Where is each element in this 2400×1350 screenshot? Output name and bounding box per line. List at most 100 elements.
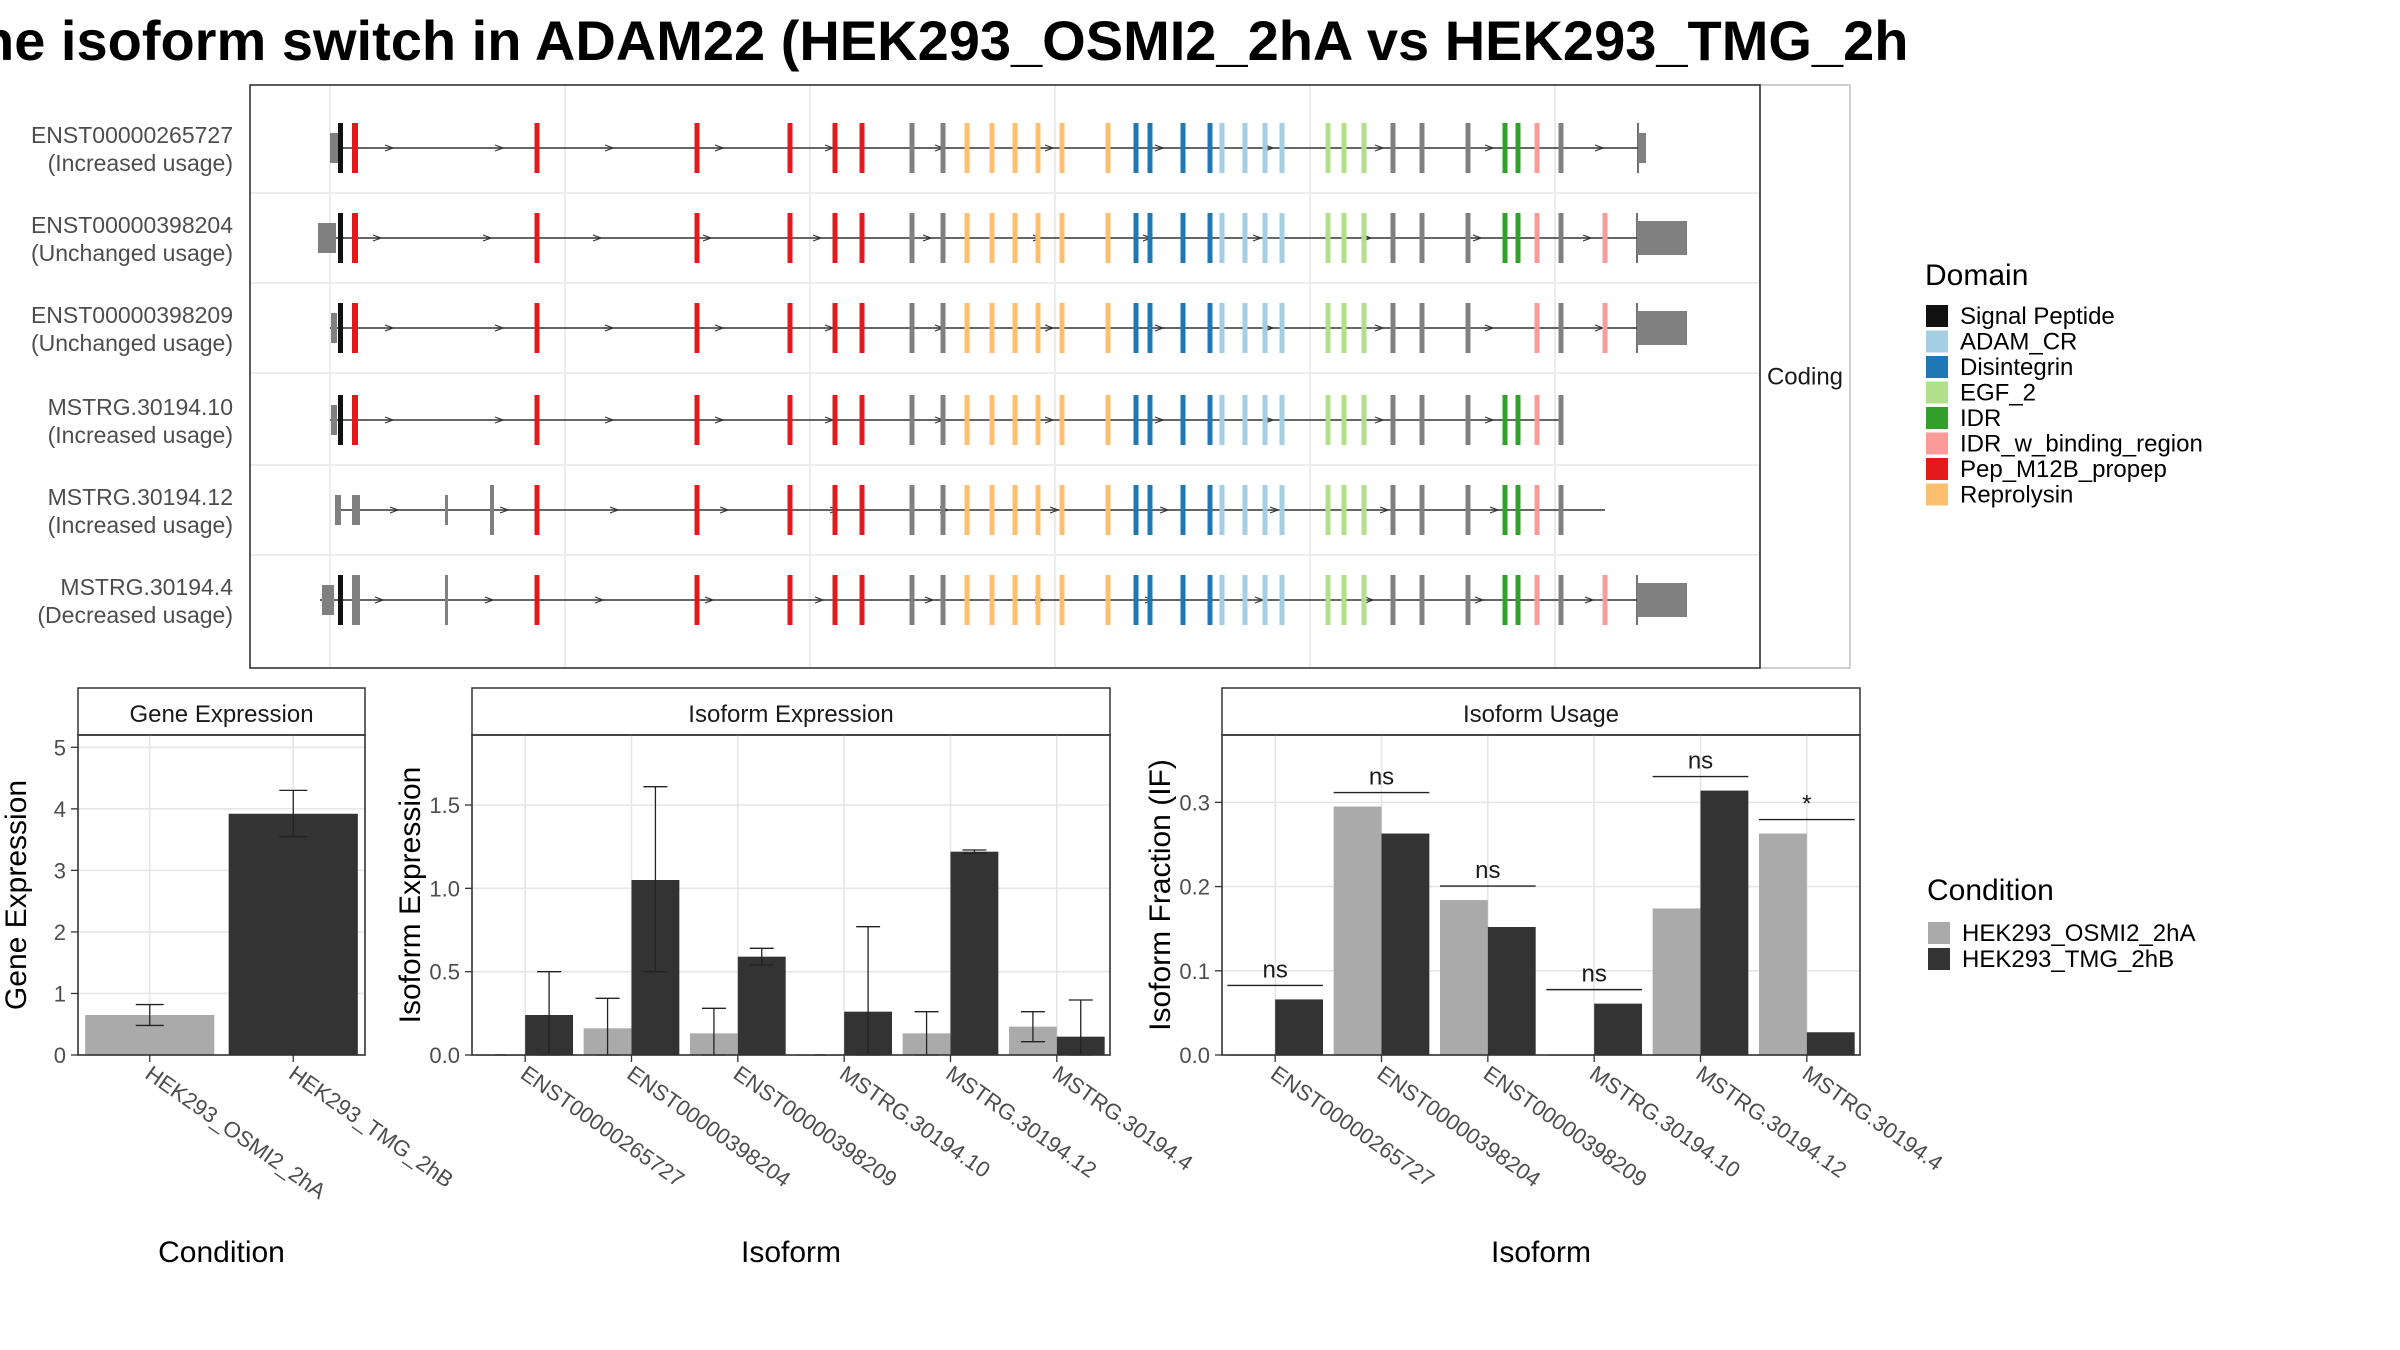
- direction-arrow: [384, 324, 395, 332]
- exon: [352, 495, 360, 525]
- direction-arrow: [1582, 234, 1593, 242]
- exon: [1515, 213, 1521, 263]
- bar: [1333, 806, 1382, 1055]
- exon: [352, 395, 358, 445]
- y-tick-label: 1.0: [429, 876, 460, 901]
- exon: [1207, 485, 1213, 535]
- exon: [1180, 395, 1186, 445]
- panel-border: [1221, 734, 1861, 1056]
- domain-legend-label: Reprolysin: [1960, 482, 2073, 509]
- exon: [1147, 303, 1153, 353]
- domain-legend-swatch: [1926, 330, 1948, 353]
- exon: [1502, 485, 1508, 535]
- exon: [832, 123, 838, 173]
- isoform-track: [320, 575, 1687, 625]
- exon: [1558, 213, 1564, 263]
- direction-arrow: [1484, 144, 1495, 152]
- exon: [1325, 395, 1331, 445]
- exon: [1602, 575, 1608, 625]
- exon: [335, 495, 341, 525]
- direction-arrow: [604, 144, 615, 152]
- exon: [1637, 221, 1687, 255]
- exon: [445, 575, 448, 625]
- exon: [1207, 123, 1213, 173]
- exon: [1059, 395, 1065, 445]
- legends: Domain Signal PeptideADAM_CRDisintegrinEG…: [1925, 259, 2203, 973]
- exon: [1147, 575, 1153, 625]
- domain-legend-label: IDR: [1960, 405, 2001, 432]
- exon: [1390, 575, 1396, 625]
- exon: [490, 485, 494, 535]
- exon: [1133, 213, 1139, 263]
- exon: [1279, 213, 1285, 263]
- exon: [1262, 485, 1268, 535]
- domain-legend-title: Domain: [1925, 259, 2028, 292]
- exon: [1325, 213, 1331, 263]
- exon: [1242, 575, 1248, 625]
- exon: [940, 123, 946, 173]
- significance-label: ns: [1369, 764, 1394, 791]
- panel-border: [77, 734, 366, 1056]
- direction-arrow: [374, 596, 385, 604]
- domain-legend-label: Signal Peptide: [1960, 303, 2115, 330]
- exon: [909, 575, 915, 625]
- exon: [909, 395, 915, 445]
- exon: [1390, 123, 1396, 173]
- exon: [534, 575, 540, 625]
- exon: [1262, 395, 1268, 445]
- exon: [694, 123, 700, 173]
- exon: [331, 313, 337, 343]
- panel-border: [471, 734, 1111, 1056]
- exon: [1390, 395, 1396, 445]
- direction-arrow: [372, 234, 383, 242]
- exon: [1242, 213, 1248, 263]
- exon: [1035, 395, 1041, 445]
- exon: [787, 395, 793, 445]
- exon: [787, 485, 793, 535]
- condition-legend-label: HEK293_OSMI2_2hA: [1962, 920, 2195, 947]
- exon: [989, 575, 995, 625]
- exon: [1341, 395, 1347, 445]
- exon: [859, 123, 865, 173]
- bar: [1758, 833, 1807, 1055]
- exon: [1279, 123, 1285, 173]
- exon: [1012, 485, 1018, 535]
- significance-label: ns: [1475, 857, 1500, 884]
- bar: [737, 956, 786, 1055]
- y-tick-label: 1.5: [429, 793, 460, 818]
- exon: [964, 575, 970, 625]
- exon: [1180, 123, 1186, 173]
- exon: [940, 303, 946, 353]
- bar: [1439, 900, 1488, 1055]
- exon: [1059, 575, 1065, 625]
- exon: [1219, 123, 1225, 173]
- exon: [964, 123, 970, 173]
- exon: [1325, 123, 1331, 173]
- exon: [1534, 485, 1540, 535]
- direction-arrow: [1374, 416, 1385, 424]
- panel-strip: [77, 687, 366, 736]
- exon: [964, 303, 970, 353]
- direction-arrow: [714, 324, 725, 332]
- exon: [1105, 395, 1111, 445]
- domain-legend-label: EGF_2: [1960, 380, 2036, 407]
- exon: [1465, 213, 1471, 263]
- exon: [445, 495, 448, 525]
- isoform-usage-label: (Decreased usage): [37, 602, 233, 628]
- bar: [1275, 999, 1324, 1055]
- exon: [940, 575, 946, 625]
- domain-legend-swatch: [1926, 458, 1948, 480]
- exon: [338, 123, 343, 173]
- exon: [1035, 303, 1041, 353]
- isoform-id-label: MSTRG.30194.4: [60, 574, 233, 600]
- exon: [940, 213, 946, 263]
- exon: [1502, 575, 1508, 625]
- direction-arrow: [609, 506, 620, 514]
- exon: [1059, 485, 1065, 535]
- exon: [1515, 395, 1521, 445]
- exon: [1242, 485, 1248, 535]
- direction-arrow: [1159, 506, 1170, 514]
- exon: [1279, 575, 1285, 625]
- exon: [1558, 395, 1564, 445]
- exon: [1012, 123, 1018, 173]
